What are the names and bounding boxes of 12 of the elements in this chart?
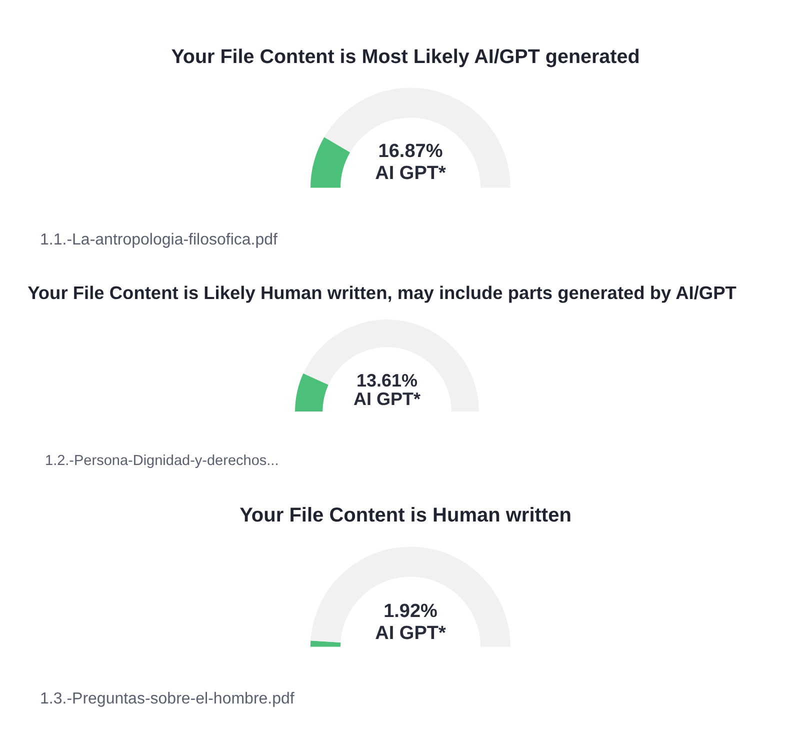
text: AI GPT* xyxy=(375,622,446,644)
text: AI GPT* xyxy=(353,388,421,409)
text: 16.87% xyxy=(378,140,443,162)
chart-title: Your File Content is Most Likely AI/GPT generated xyxy=(171,46,640,68)
chart-title: Your File Content is Human written xyxy=(240,504,572,527)
text: 1.2.-Persona-Dignidad-y-derechos... xyxy=(45,453,279,469)
text: AI GPT* xyxy=(375,162,446,184)
text: 1.3.-Preguntas-sobre-el-hombre.pdf xyxy=(40,690,295,708)
text: 1.1.-La-antropologia-filosofica.pdf xyxy=(40,231,278,248)
text: 1.92% xyxy=(384,600,438,622)
text: 13.61% xyxy=(356,370,418,390)
chart-title: Your File Content is Likely Human written, may include parts generated by AI/GPT xyxy=(28,282,736,304)
